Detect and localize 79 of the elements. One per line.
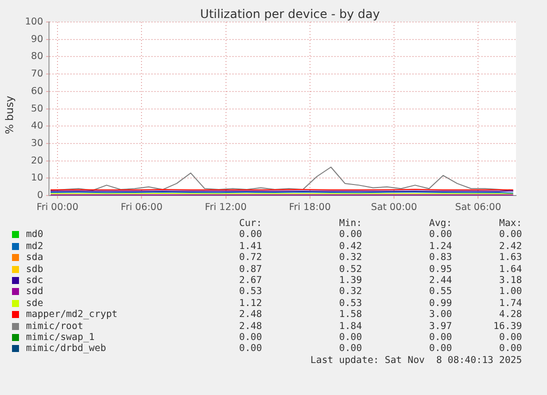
legend-label: mimic/drbd_web [26,343,106,355]
text: 0.42 [338,240,362,252]
legend-label: sdb [26,264,44,275]
y-tick-label: 100 [24,16,44,28]
text: Min: [338,218,362,230]
x-tick-label: Fri 12:00 [204,202,247,213]
legend-label: sdd [26,286,44,298]
y-tick-label: 0 [37,190,44,202]
text: 3.97 [428,320,452,332]
text: 0.53 [238,286,262,298]
y-tick-label: 30 [31,138,44,149]
text: 0.00 [428,332,452,344]
x-tick-label: Fri 00:00 [36,202,78,213]
text: 2.42 [499,240,522,252]
y-tick-label: 20 [31,155,44,166]
text: 0.52 [338,264,362,275]
y-axis-title: % busy [4,96,16,134]
text: Cur: [238,218,262,230]
text: 0.32 [338,286,362,298]
x-tick-label: Fri 06:00 [120,202,163,213]
text: Max: [499,218,522,229]
legend-label: mimic/root [26,320,84,332]
text: 0.95 [428,264,452,275]
text: 4.28 [499,309,522,320]
y-tick-label: 90 [31,34,44,45]
text: 0.32 [338,252,362,264]
text: 16.39 [493,320,522,332]
text: 2.48 [238,320,262,332]
text: 0.72 [238,252,262,264]
text: 1.12 [238,298,262,310]
text: 0.00 [499,229,522,240]
text: 0.55 [428,286,452,298]
legend-label: md2 [26,240,44,252]
chart-title: Utilization per device - by day [200,7,380,21]
legend-label: sdc [26,274,44,286]
text: Avg: [428,218,452,230]
text: 0.99 [428,298,452,310]
text: 0.00 [238,229,262,241]
y-tick-label: 60 [31,86,44,97]
legend-label: mapper/md2_crypt [26,309,118,321]
text: 2.48 [238,309,262,321]
text: 1.39 [338,274,362,286]
text: 0.87 [238,264,262,275]
y-tick-label: 70 [31,68,44,80]
text: 0.00 [238,332,262,344]
text: 0.00 [338,343,362,355]
text: 1.41 [238,240,262,252]
text: 0.53 [338,298,362,310]
text: 0.00 [499,332,522,343]
text: 0.00 [238,343,262,355]
text: 0.00 [338,229,362,241]
text: 1.63 [499,252,522,264]
text: 3.18 [499,274,522,286]
text: 3.00 [428,309,452,321]
text: 1.58 [338,309,362,321]
text: Last update: Sat Nov 8 08:40:13 2025 [310,354,522,366]
text: 1.24 [428,240,452,252]
text: 0.00 [338,332,362,344]
text: 1.84 [338,320,362,332]
text: 1.64 [499,264,522,275]
text: 1.74 [499,298,522,309]
legend-label: sda [26,252,44,264]
legend-label: md0 [26,229,44,241]
text: 0.00 [499,343,522,354]
text: 2.44 [428,274,452,286]
x-tick-label: Fri 18:00 [289,202,331,213]
text: 0.00 [428,343,452,355]
text: 0.00 [428,229,452,241]
legend-label: mimic/swap_1 [26,332,95,344]
y-tick-label: 80 [31,51,44,62]
text: 0.83 [428,252,452,264]
text: 2.67 [238,274,262,286]
y-tick-label: 40 [31,120,44,132]
y-tick-label: 50 [31,103,44,114]
y-tick-label: 10 [31,172,44,184]
x-tick-label: Sat 06:00 [455,202,502,213]
legend-label: sde [26,298,44,310]
text: 1.00 [499,286,522,298]
x-tick-label: Sat 00:00 [371,202,418,213]
